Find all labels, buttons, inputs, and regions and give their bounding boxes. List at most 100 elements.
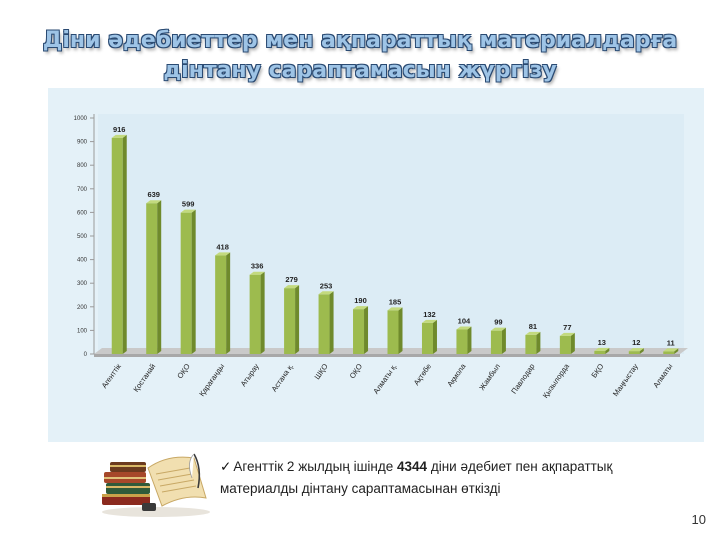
page-number: 10 bbox=[691, 512, 706, 527]
y-tick-label: 700 bbox=[77, 187, 88, 193]
data-label: 336 bbox=[251, 262, 264, 271]
data-label: 11 bbox=[667, 338, 675, 347]
x-category-label: Маңғыстау bbox=[611, 362, 640, 398]
x-category-label: ОҚО bbox=[348, 362, 365, 380]
bar-top bbox=[456, 326, 472, 330]
data-label: 185 bbox=[389, 297, 402, 306]
bar-top bbox=[318, 291, 334, 295]
bar bbox=[559, 335, 571, 354]
caption: ✓ Агенттік 2 жылдың ішінде 4344 діни әдеб… bbox=[220, 456, 660, 500]
y-tick-label: 1000 bbox=[74, 116, 88, 122]
bar bbox=[353, 309, 365, 354]
bar-top bbox=[525, 331, 541, 335]
bar-top bbox=[628, 348, 644, 352]
bar-side bbox=[570, 332, 575, 354]
x-category-label: Павлодар bbox=[509, 362, 536, 395]
bar-chart: 0 100 200 300 400 500 600 700 800 900 1000 916 Агент… bbox=[74, 114, 688, 400]
bar bbox=[215, 255, 227, 354]
x-category-label: ШҚО bbox=[313, 362, 330, 381]
bar-top bbox=[387, 307, 403, 311]
bar-side bbox=[639, 348, 644, 354]
bar bbox=[318, 294, 330, 354]
bar-side bbox=[122, 134, 127, 354]
data-label: 190 bbox=[354, 296, 367, 305]
bar bbox=[387, 310, 399, 354]
chart-floor-edge bbox=[94, 354, 680, 357]
bar-top bbox=[111, 134, 127, 138]
caption-number: 4344 bbox=[397, 459, 428, 474]
x-category-label: Астана қ. bbox=[269, 362, 295, 393]
bar-side bbox=[398, 307, 403, 354]
bar-side bbox=[605, 347, 610, 354]
x-category-label: Алматы қ. bbox=[371, 362, 398, 396]
y-tick-label: 200 bbox=[77, 305, 88, 311]
bar-top bbox=[421, 319, 437, 323]
bar bbox=[663, 351, 675, 354]
y-tick-label: 800 bbox=[77, 163, 88, 169]
bar-side bbox=[467, 326, 472, 354]
data-label: 253 bbox=[320, 281, 333, 290]
x-category-label: Қызылорда bbox=[541, 361, 572, 399]
bar bbox=[594, 350, 606, 354]
data-label: 418 bbox=[216, 242, 229, 251]
bar-side bbox=[329, 291, 334, 354]
bar-side bbox=[432, 319, 437, 354]
x-category-label: БҚО bbox=[589, 362, 605, 380]
bar-top bbox=[559, 332, 575, 336]
data-label: 13 bbox=[598, 338, 606, 347]
bar bbox=[180, 212, 192, 354]
bar-top bbox=[215, 252, 231, 256]
y-tick-label: 0 bbox=[84, 352, 88, 358]
data-label: 81 bbox=[529, 322, 537, 331]
data-label: 99 bbox=[494, 318, 502, 327]
data-label: 104 bbox=[458, 316, 471, 325]
checkmark-icon: ✓ bbox=[220, 459, 232, 474]
y-tick-label: 100 bbox=[77, 328, 88, 334]
data-label: 12 bbox=[632, 338, 640, 347]
y-tick-label: 600 bbox=[77, 210, 88, 216]
x-category-label: Ақмола bbox=[445, 361, 468, 388]
bar bbox=[146, 203, 158, 354]
y-tick-label: 500 bbox=[77, 234, 88, 240]
data-label: 279 bbox=[285, 275, 298, 284]
bar-top bbox=[146, 200, 162, 204]
bar-top bbox=[249, 271, 265, 275]
bar bbox=[284, 288, 296, 354]
bar-top bbox=[663, 348, 679, 352]
bar bbox=[111, 137, 123, 354]
x-category-label: Қостанай bbox=[131, 362, 157, 394]
x-category-label: Жамбыл bbox=[477, 362, 502, 392]
data-label: 77 bbox=[563, 323, 571, 332]
x-category-label: ОҚО bbox=[175, 362, 192, 380]
slide-title-line-1: Діни әдебиеттер мен ақпараттық материалд… bbox=[42, 28, 678, 53]
x-category-label: Атырау bbox=[239, 362, 261, 388]
caption-suffix: діни әдебиет пен ақпараттық материалды д… bbox=[220, 459, 613, 496]
slide-title: Діни әдебиеттер мен ақпараттық материалд… bbox=[0, 26, 720, 86]
bar-side bbox=[536, 331, 541, 354]
caption-prefix: Агенттік 2 жылдың ішінде bbox=[233, 459, 394, 474]
bar-top bbox=[490, 327, 506, 331]
y-tick-label: 900 bbox=[77, 140, 88, 146]
bar-top bbox=[353, 306, 369, 310]
bar bbox=[249, 274, 261, 354]
x-category-label: Алматы bbox=[651, 362, 674, 390]
x-category-label: Агенттік bbox=[100, 361, 124, 389]
bar-side bbox=[157, 200, 162, 354]
bar-top bbox=[284, 285, 300, 289]
bar-side bbox=[364, 306, 369, 354]
bar bbox=[456, 329, 468, 354]
y-tick-label: 400 bbox=[77, 258, 88, 264]
bar-side bbox=[191, 209, 196, 354]
bar-side bbox=[260, 271, 265, 354]
bar-side bbox=[226, 252, 231, 354]
data-label: 639 bbox=[147, 190, 160, 199]
bar-side bbox=[295, 285, 300, 354]
bar bbox=[628, 351, 640, 354]
bar bbox=[525, 334, 537, 354]
x-category-label: Ақтөбе bbox=[412, 362, 433, 387]
chart-panel: 0 100 200 300 400 500 600 700 800 900 1000 916 Агент… bbox=[48, 88, 704, 442]
bar-top bbox=[594, 347, 610, 351]
bar-side bbox=[501, 327, 506, 354]
bar-top bbox=[180, 209, 196, 213]
books-scroll-illustration bbox=[102, 453, 210, 517]
